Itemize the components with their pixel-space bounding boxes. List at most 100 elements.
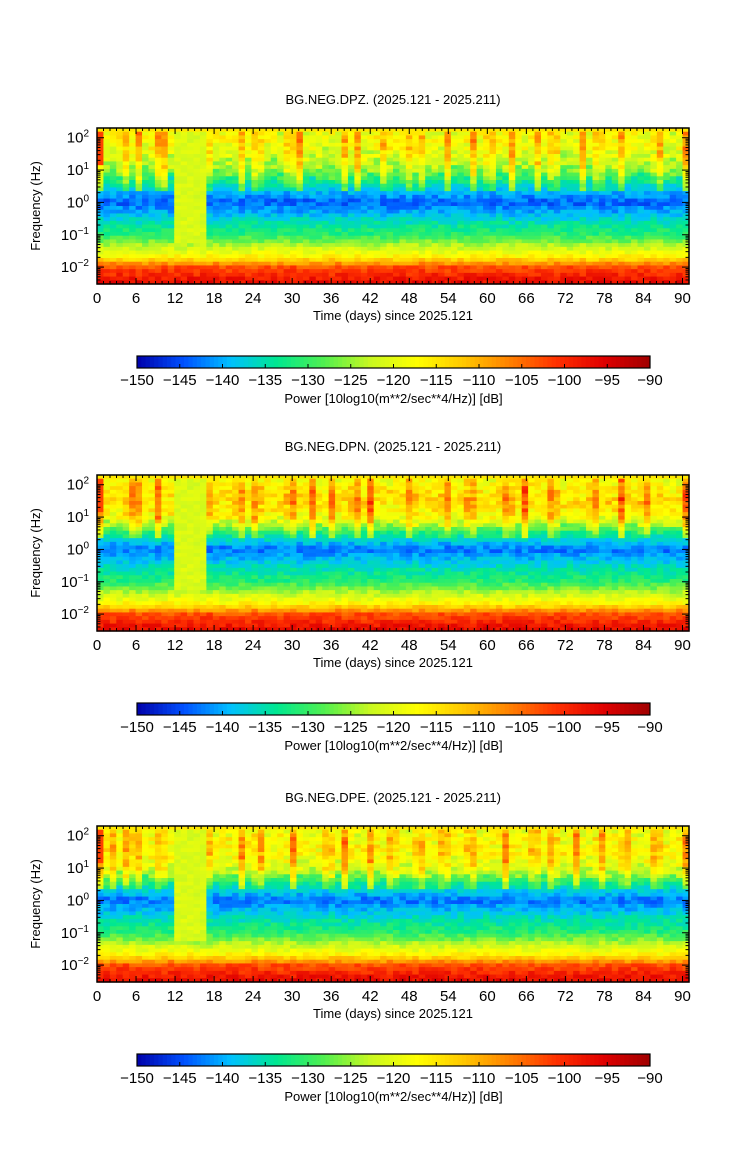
heatmap-cell [212, 224, 220, 229]
heatmap-cell [553, 269, 561, 274]
heatmap-cell [109, 586, 117, 591]
heatmap-cell [470, 239, 478, 244]
heatmap-cell [206, 139, 214, 144]
heatmap-cell [566, 258, 574, 263]
heatmap-cell [296, 269, 304, 274]
heatmap-cell [347, 135, 355, 140]
heatmap-cell [174, 142, 182, 148]
heatmap-cell [579, 209, 587, 215]
heatmap-cell [386, 142, 394, 148]
heatmap-cell [367, 280, 375, 285]
x-tick-label: 12 [167, 290, 184, 307]
heatmap-cell [122, 206, 130, 211]
heatmap-cell [315, 250, 323, 255]
heatmap-cell [109, 482, 117, 487]
heatmap-cell [650, 128, 658, 133]
heatmap-cell [624, 142, 632, 148]
heatmap-cell [322, 154, 330, 159]
heatmap-cell [122, 239, 130, 244]
heatmap-cell [199, 272, 207, 278]
heatmap-cell [328, 217, 336, 222]
heatmap-cell [444, 146, 452, 151]
heatmap-cell [148, 187, 156, 192]
heatmap-cell [245, 191, 253, 196]
heatmap-cell [302, 165, 310, 170]
heatmap-cell [637, 176, 645, 181]
heatmap-cell [650, 224, 658, 229]
heatmap-cell [257, 146, 265, 151]
heatmap-cell [97, 545, 105, 550]
heatmap-cell [521, 128, 529, 133]
heatmap-cell [116, 623, 124, 628]
heatmap-cell [444, 202, 452, 207]
heatmap-cell [225, 254, 233, 259]
heatmap-cell [463, 165, 471, 170]
heatmap-cell [129, 560, 137, 565]
colorbar-segment [367, 356, 373, 368]
heatmap-cell [161, 246, 169, 252]
heatmap-cell [129, 232, 137, 237]
heatmap-cell [495, 142, 503, 148]
heatmap-cell [154, 250, 162, 255]
heatmap-cell [322, 206, 330, 211]
heatmap-cell [296, 276, 304, 281]
heatmap-cell [354, 217, 362, 222]
heatmap-cell [656, 168, 664, 174]
heatmap-cell [129, 519, 137, 524]
heatmap-cell [418, 180, 426, 185]
heatmap-cell [187, 142, 195, 148]
heatmap-cell [598, 243, 606, 248]
heatmap-cell [418, 202, 426, 207]
heatmap-cell [315, 157, 323, 163]
heatmap-cell [380, 246, 388, 252]
heatmap-cell [251, 258, 259, 263]
heatmap-cell [457, 272, 465, 278]
heatmap-cell [444, 265, 452, 270]
heatmap-cell [315, 150, 323, 155]
heatmap-cell [148, 220, 156, 226]
heatmap-cell [650, 280, 658, 285]
heatmap-cell [631, 139, 639, 144]
heatmap-cell [277, 265, 285, 270]
heatmap-cell [142, 575, 150, 580]
heatmap-cell [199, 206, 207, 211]
heatmap-cell [122, 497, 130, 502]
heatmap-cell [483, 135, 491, 140]
heatmap-cell [418, 258, 426, 263]
heatmap-cell [264, 232, 272, 237]
heatmap-cell [154, 265, 162, 270]
heatmap-cell [393, 232, 401, 237]
heatmap-cell [206, 135, 214, 140]
heatmap-cell [225, 135, 233, 140]
heatmap-cell [264, 213, 272, 218]
heatmap-cell [534, 183, 542, 189]
heatmap-cell [341, 206, 349, 211]
heatmap-cell [187, 616, 195, 621]
heatmap-cell [367, 165, 375, 170]
heatmap-cell [631, 154, 639, 159]
heatmap-cell [97, 608, 105, 614]
heatmap-cell [547, 209, 555, 215]
heatmap-cell [598, 154, 606, 159]
heatmap-cell [431, 135, 439, 140]
heatmap-cell [335, 235, 343, 241]
heatmap-cell [386, 191, 394, 196]
heatmap-cell [592, 217, 600, 222]
heatmap-cell [515, 265, 523, 270]
heatmap-cell [637, 239, 645, 244]
heatmap-cell [264, 206, 272, 211]
y-tick-label: 102 [67, 129, 90, 147]
heatmap-cell [547, 172, 555, 177]
heatmap-cell [193, 571, 201, 576]
heatmap-cell [656, 239, 664, 244]
heatmap-cell [238, 243, 246, 248]
heatmap-cell [444, 187, 452, 192]
heatmap-cell [360, 209, 368, 215]
heatmap-cell [495, 131, 503, 137]
heatmap-cell [380, 142, 388, 148]
colorbar-segment [333, 356, 339, 368]
heatmap-cell [335, 224, 343, 229]
heatmap-cell [560, 228, 568, 233]
heatmap-cell [534, 139, 542, 144]
heatmap-cell [418, 269, 426, 274]
